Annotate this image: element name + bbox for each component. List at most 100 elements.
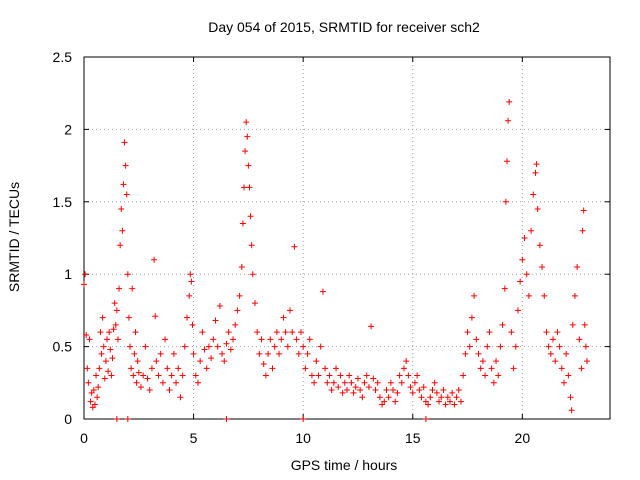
y-tick-label: 1: [64, 266, 72, 282]
data-point: [302, 365, 309, 372]
data-point: [405, 372, 412, 379]
data-point: [368, 323, 375, 330]
data-point: [119, 227, 126, 234]
data-point: [162, 336, 169, 343]
data-point: [385, 394, 392, 401]
data-point: [157, 350, 164, 357]
data-point: [101, 375, 108, 382]
data-point: [291, 243, 298, 250]
data-point: [297, 329, 304, 336]
data-point: [569, 321, 576, 328]
data-point: [556, 343, 563, 350]
data-point: [545, 343, 552, 350]
data-point: [534, 206, 541, 213]
data-point: [276, 350, 283, 357]
data-point: [249, 271, 256, 278]
data-point: [155, 372, 162, 379]
data-point: [120, 181, 127, 188]
data-point: [453, 394, 460, 401]
data-point: [352, 384, 359, 391]
data-point: [460, 372, 467, 379]
data-point: [508, 329, 515, 336]
data-point: [192, 372, 199, 379]
data-point: [506, 98, 513, 105]
data-point: [322, 365, 329, 372]
data-point: [82, 271, 89, 278]
data-point: [238, 263, 245, 270]
data-point: [505, 117, 512, 124]
data-point: [219, 350, 226, 357]
data-point: [236, 292, 243, 299]
data-point: [265, 350, 272, 357]
data-point: [93, 372, 100, 379]
data-point: [304, 350, 311, 357]
data-point: [447, 398, 454, 405]
data-point: [240, 184, 247, 191]
data-point: [580, 207, 587, 214]
data-point: [357, 387, 364, 394]
data-point: [243, 119, 250, 126]
data-point: [335, 384, 342, 391]
data-point: [503, 158, 510, 165]
data-point: [151, 256, 158, 263]
data-point: [346, 372, 353, 379]
data-point: [109, 355, 116, 362]
data-point: [179, 372, 186, 379]
data-point: [493, 358, 500, 365]
data-point: [96, 365, 103, 372]
data-point: [418, 394, 425, 401]
data-point: [519, 256, 526, 263]
data-point: [159, 379, 166, 386]
data-point: [473, 336, 480, 343]
data-point: [123, 191, 130, 198]
data-point: [199, 329, 206, 336]
data-point: [84, 365, 91, 372]
grid-lines: [84, 57, 610, 419]
x-tick-label: 15: [405, 430, 421, 446]
data-point: [571, 292, 578, 299]
data-point: [578, 365, 585, 372]
data-point: [260, 360, 267, 367]
data-point: [333, 365, 340, 372]
data-point: [547, 350, 554, 357]
data-points: [81, 98, 590, 422]
data-point: [442, 401, 449, 408]
data-point: [262, 372, 269, 379]
data-point: [574, 263, 581, 270]
data-point: [436, 398, 443, 405]
x-tick-label: 10: [295, 430, 311, 446]
data-point: [479, 358, 486, 365]
data-point: [133, 379, 140, 386]
data-point: [129, 285, 136, 292]
data-point: [287, 307, 294, 314]
data-point: [387, 379, 394, 386]
data-point: [359, 394, 366, 401]
data-point: [130, 372, 137, 379]
data-point: [102, 358, 109, 365]
data-point: [420, 384, 427, 391]
data-point: [313, 358, 320, 365]
data-point: [383, 387, 390, 394]
data-point: [374, 379, 381, 386]
data-point: [95, 384, 102, 391]
data-point: [457, 398, 464, 405]
data-point: [83, 332, 90, 339]
data-point: [234, 307, 241, 314]
data-point: [425, 401, 432, 408]
data-point: [230, 336, 237, 343]
data-point: [173, 379, 180, 386]
data-point: [137, 384, 144, 391]
data-point: [94, 394, 101, 401]
data-point: [246, 184, 253, 191]
y-axis-label: SRMTID / TECUs: [6, 182, 22, 292]
data-point: [254, 329, 261, 336]
data-point: [168, 372, 175, 379]
data-point: [567, 394, 574, 401]
data-point: [394, 389, 401, 396]
data-point: [563, 350, 570, 357]
data-point: [282, 329, 289, 336]
chart-title: Day 054 of 2015, SRMTID for receiver sch…: [208, 19, 480, 35]
data-point: [127, 343, 134, 350]
data-point: [381, 398, 388, 405]
